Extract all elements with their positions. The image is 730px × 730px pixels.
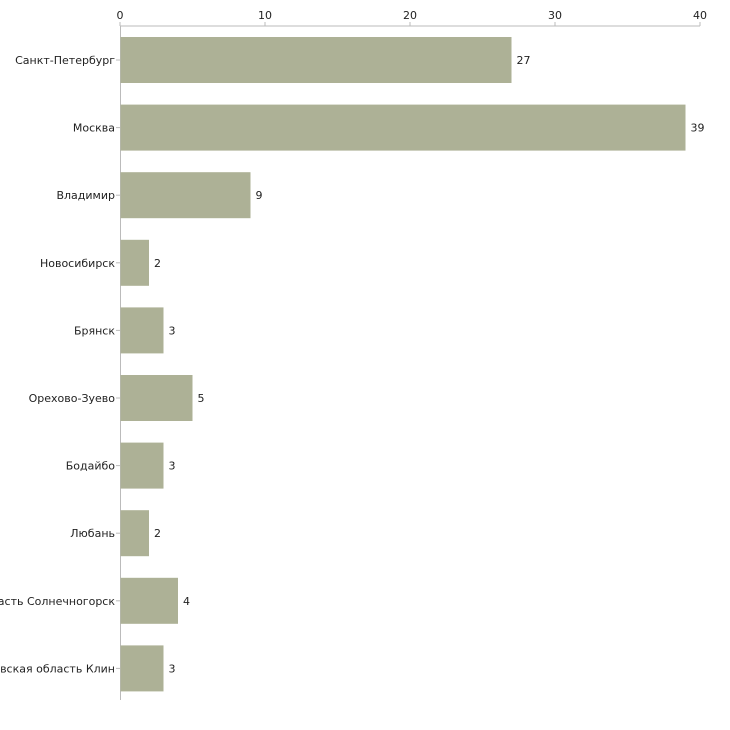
bar [120, 239, 149, 286]
category-label: Санкт-Петербург [15, 54, 115, 67]
bar [120, 37, 512, 83]
category-label: Любань [70, 527, 115, 540]
data-label: 9 [256, 189, 263, 202]
x-axis-ticks: 0 10 20 30 40 [116, 9, 707, 669]
x-tick-label: 0 [117, 9, 124, 22]
bars [120, 37, 686, 692]
data-label: 39 [691, 122, 705, 135]
x-tick-label: 40 [693, 9, 707, 22]
category-label: Владимир [56, 189, 115, 202]
bar [120, 577, 178, 624]
data-label: 3 [169, 324, 176, 337]
data-label: 27 [517, 54, 531, 67]
category-label: Бодайбо [66, 460, 116, 473]
x-tick-label: 10 [258, 9, 272, 22]
category-label: Московская область Клин [0, 662, 115, 675]
data-label: 4 [183, 595, 190, 608]
category-label: Москва [73, 122, 115, 135]
data-label: 5 [198, 392, 205, 405]
bar [120, 307, 164, 354]
bar [120, 375, 193, 421]
data-label: 3 [169, 460, 176, 473]
category-label: Брянск [74, 324, 115, 337]
x-tick-label: 30 [548, 9, 562, 22]
data-label: 2 [154, 257, 161, 270]
data-label: 3 [169, 662, 176, 675]
x-tick-label: 20 [403, 9, 417, 22]
data-label: 2 [154, 527, 161, 540]
category-label: Орехово-Зуево [29, 392, 116, 405]
labels: Санкт-Петербург 27 Москва 39 Владимир 9 Новоси… [0, 54, 705, 675]
bar [120, 104, 686, 151]
category-label: Новосибирск [40, 257, 115, 270]
category-label: Московская область Солнечногорск [0, 595, 115, 608]
bar [120, 645, 164, 692]
bar [120, 172, 251, 219]
bar [120, 510, 149, 557]
bar [120, 442, 164, 489]
